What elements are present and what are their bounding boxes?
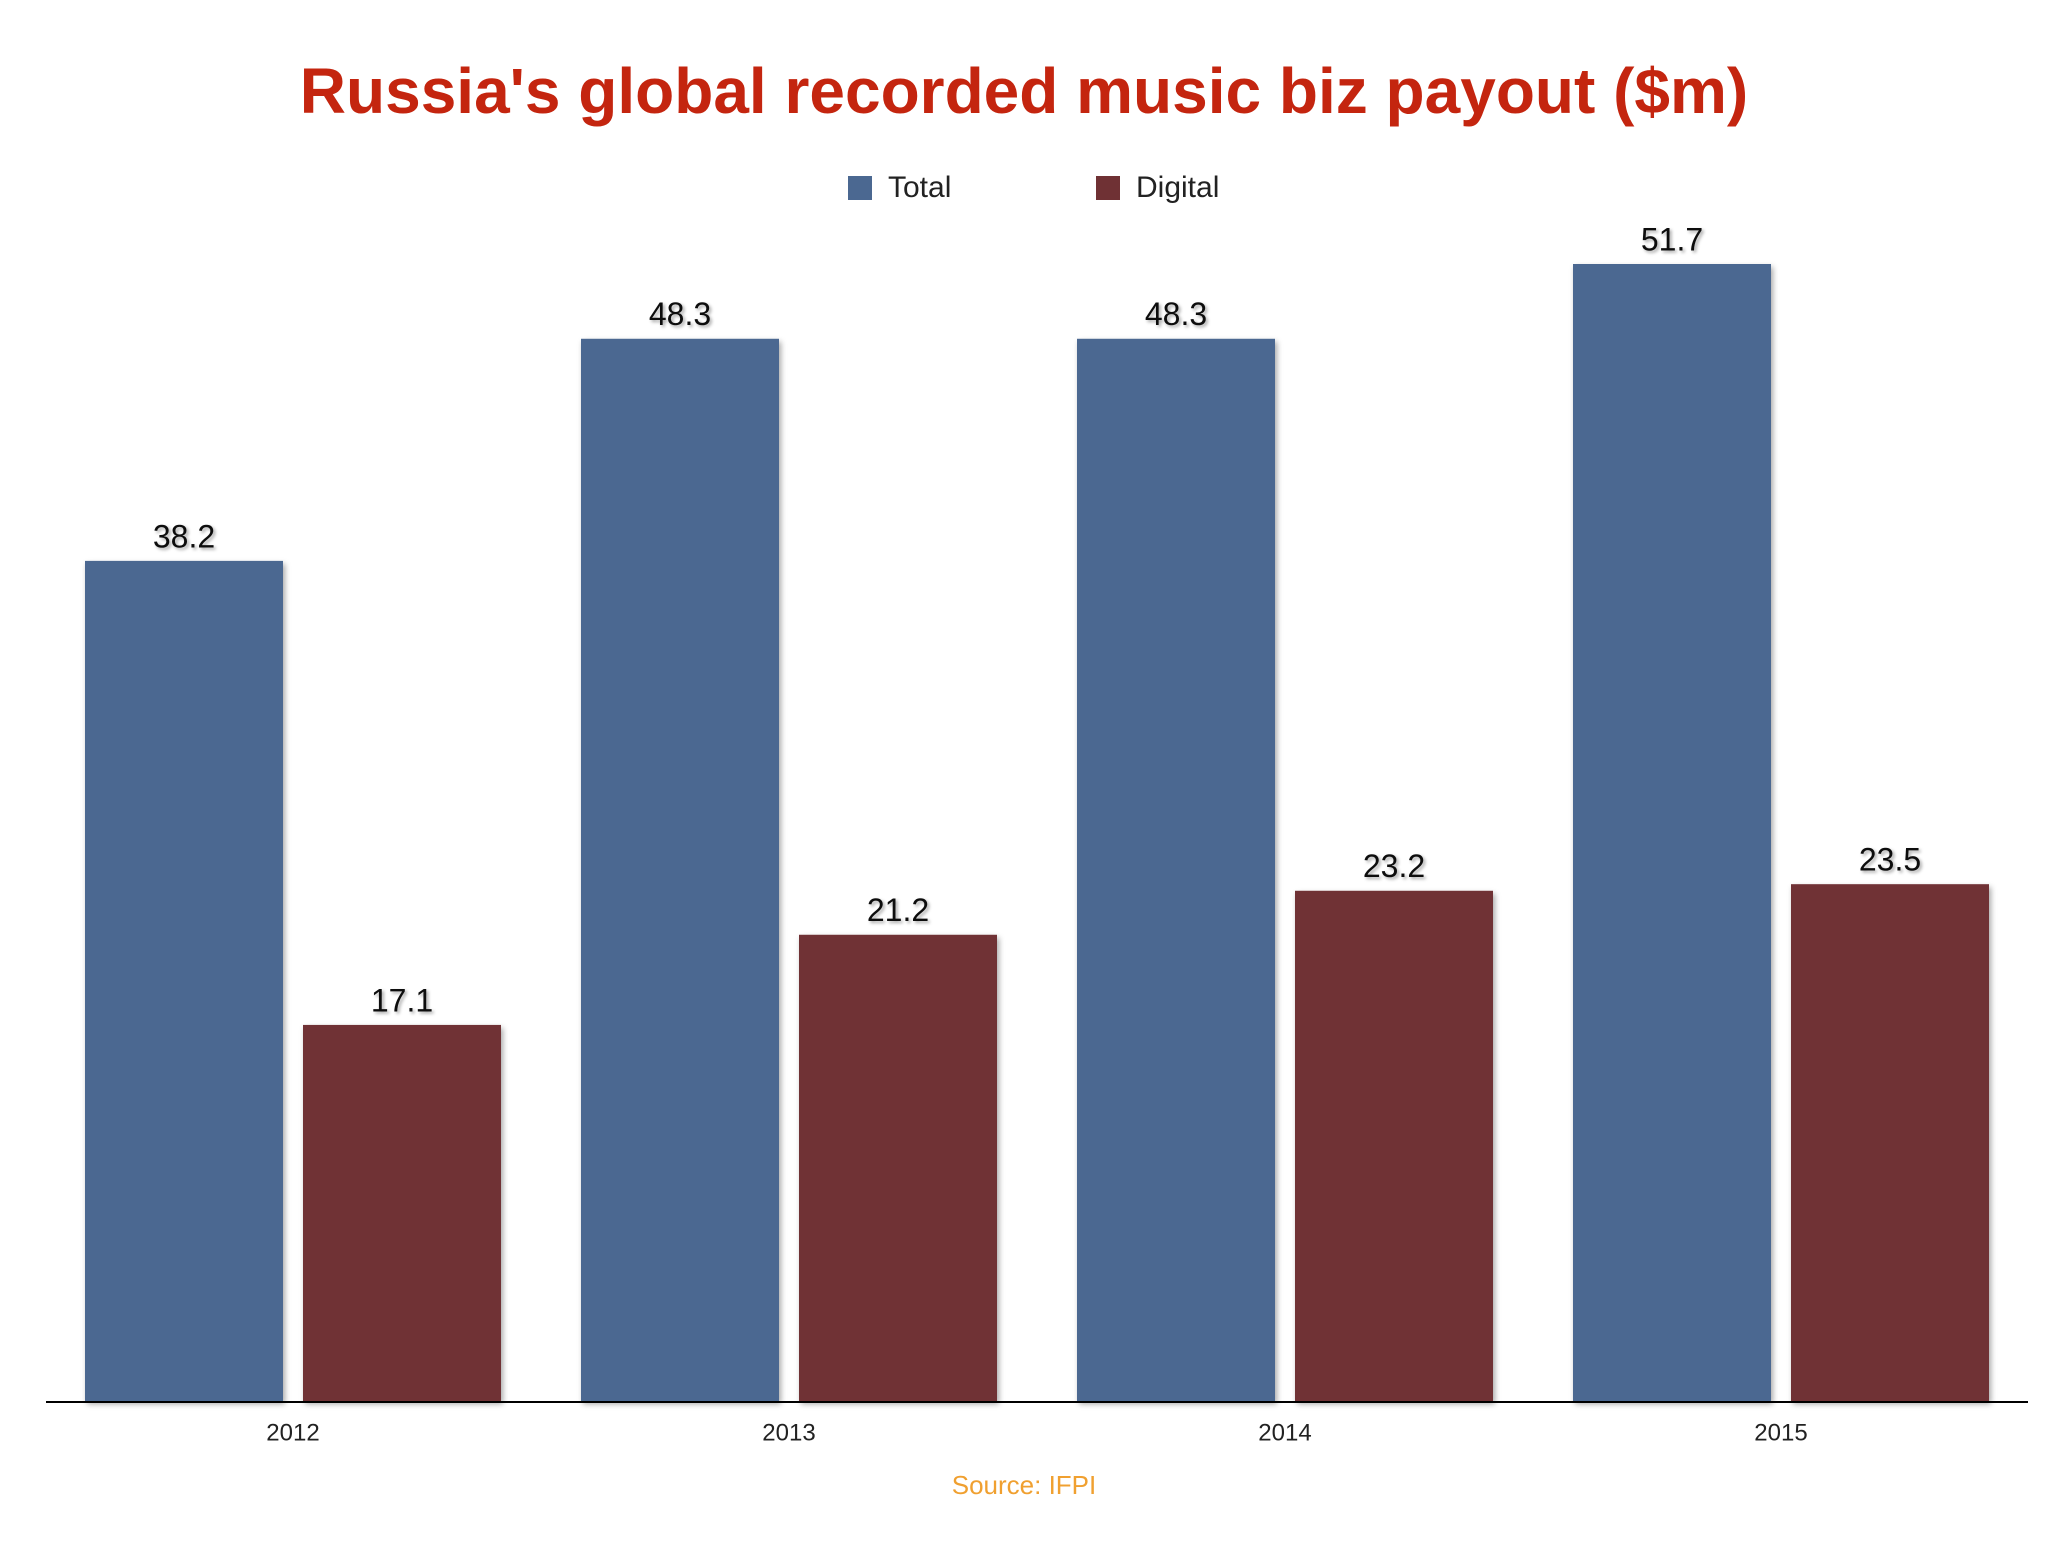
value-label: 51.7 bbox=[1641, 221, 1703, 257]
bar bbox=[799, 934, 997, 1401]
value-label: 38.2 bbox=[153, 518, 215, 554]
value-label: 21.2 bbox=[867, 892, 929, 928]
bar bbox=[1077, 338, 1275, 1401]
bar bbox=[85, 560, 283, 1401]
legend-label: Total bbox=[888, 171, 951, 204]
value-label: 48.3 bbox=[649, 296, 711, 332]
legend-swatch bbox=[848, 176, 872, 200]
source: Source: IFPI bbox=[952, 1470, 1097, 1500]
x-tick-label: 2015 bbox=[1754, 1419, 1807, 1446]
value-label: 17.1 bbox=[371, 982, 433, 1018]
bar bbox=[1573, 264, 1771, 1401]
x-tick-label: 2014 bbox=[1258, 1419, 1311, 1446]
value-label: 48.3 bbox=[1145, 296, 1207, 332]
legend-label: Digital bbox=[1136, 171, 1219, 204]
legend-swatch bbox=[1096, 176, 1120, 200]
x-tick-label: 2012 bbox=[266, 1419, 319, 1446]
value-label: 23.2 bbox=[1363, 848, 1425, 884]
bar bbox=[303, 1024, 501, 1401]
bar bbox=[581, 338, 779, 1401]
value-label: 23.5 bbox=[1859, 842, 1921, 878]
bar bbox=[1791, 884, 1989, 1401]
bar bbox=[1295, 890, 1493, 1401]
chart-title: Russia's global recorded music biz payou… bbox=[300, 55, 1748, 127]
x-tick-label: 2013 bbox=[762, 1419, 815, 1446]
